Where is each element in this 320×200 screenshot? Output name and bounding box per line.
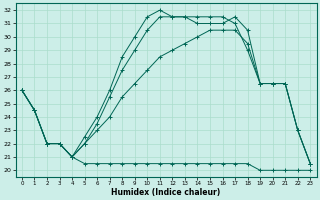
X-axis label: Humidex (Indice chaleur): Humidex (Indice chaleur) <box>111 188 221 197</box>
